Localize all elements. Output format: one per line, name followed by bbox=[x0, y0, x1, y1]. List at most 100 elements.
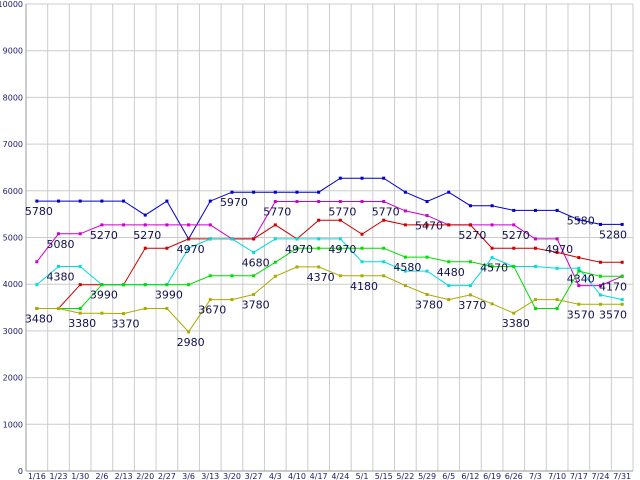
data-point bbox=[468, 284, 472, 288]
data-point bbox=[490, 223, 494, 227]
data-point bbox=[208, 298, 212, 302]
data-point bbox=[403, 209, 407, 213]
data-point bbox=[208, 237, 212, 241]
y-tick-label: 0 bbox=[18, 467, 23, 476]
x-tick-label: 5/1 bbox=[356, 472, 369, 480]
data-point bbox=[57, 232, 61, 236]
data-point bbox=[403, 255, 407, 259]
data-point bbox=[620, 222, 624, 226]
x-tick-label: 4/24 bbox=[331, 472, 349, 480]
data-point bbox=[78, 311, 82, 315]
data-point bbox=[187, 330, 191, 334]
x-tick-label: 6/19 bbox=[483, 472, 501, 480]
data-point bbox=[78, 306, 82, 310]
data-point bbox=[598, 222, 602, 226]
data-point bbox=[598, 302, 602, 306]
data-point bbox=[143, 306, 147, 310]
data-point bbox=[360, 200, 364, 204]
data-point bbox=[382, 176, 386, 180]
data-point bbox=[78, 264, 82, 268]
data-label: 5270 bbox=[502, 229, 530, 242]
data-point bbox=[273, 274, 277, 278]
data-point bbox=[403, 190, 407, 194]
data-point bbox=[447, 223, 451, 227]
y-tick-label: 8000 bbox=[3, 93, 23, 102]
data-point bbox=[165, 223, 169, 227]
data-point bbox=[100, 199, 104, 203]
data-point bbox=[122, 223, 126, 227]
data-point bbox=[317, 246, 321, 250]
data-point bbox=[165, 199, 169, 203]
data-point bbox=[425, 269, 429, 273]
data-point bbox=[143, 213, 147, 217]
x-tick-label: 1/16 bbox=[28, 472, 46, 480]
data-point bbox=[208, 223, 212, 227]
data-point bbox=[35, 306, 39, 310]
series-line bbox=[36, 247, 623, 309]
data-point bbox=[187, 283, 191, 287]
data-label: 5270 bbox=[458, 229, 486, 242]
data-label: 5970 bbox=[220, 196, 248, 209]
data-point bbox=[187, 223, 191, 227]
data-label: 5270 bbox=[90, 229, 118, 242]
data-point bbox=[512, 208, 516, 212]
x-tick-label: 3/27 bbox=[245, 472, 263, 480]
data-point bbox=[187, 246, 191, 250]
data-point bbox=[533, 264, 537, 268]
data-label: 5470 bbox=[415, 220, 443, 233]
x-tick-label: 7/3 bbox=[529, 472, 542, 480]
data-point bbox=[620, 298, 624, 302]
x-tick-label: 2/6 bbox=[95, 472, 108, 480]
data-point bbox=[360, 260, 364, 264]
x-tick-label: 7/10 bbox=[548, 472, 566, 480]
data-point bbox=[122, 283, 126, 287]
data-label: 3990 bbox=[155, 289, 183, 302]
data-point bbox=[57, 306, 61, 310]
data-point bbox=[187, 237, 191, 241]
data-point bbox=[338, 218, 342, 222]
data-point bbox=[252, 250, 256, 254]
data-label: 5770 bbox=[328, 206, 356, 219]
y-tick-label: 7000 bbox=[3, 140, 23, 149]
data-point bbox=[490, 264, 494, 268]
data-point bbox=[425, 200, 429, 204]
data-point bbox=[338, 200, 342, 204]
series-line bbox=[36, 177, 623, 240]
data-point bbox=[447, 260, 451, 264]
data-point bbox=[273, 260, 277, 264]
x-tick-label: 1/30 bbox=[71, 472, 89, 480]
x-tick-label: 2/27 bbox=[158, 472, 176, 480]
x-tick-label: 6/26 bbox=[505, 472, 523, 480]
data-label: 5580 bbox=[567, 214, 595, 227]
x-tick-label: 5/22 bbox=[396, 472, 414, 480]
data-point bbox=[533, 246, 537, 250]
data-point bbox=[555, 250, 559, 254]
data-label: 3380 bbox=[502, 317, 530, 330]
data-point bbox=[252, 292, 256, 296]
x-tick-label: 4/10 bbox=[288, 472, 306, 480]
data-point bbox=[208, 199, 212, 203]
x-tick-label: 4/3 bbox=[269, 472, 282, 480]
data-point bbox=[555, 237, 559, 241]
data-point bbox=[78, 232, 82, 236]
x-tick-label: 3/13 bbox=[201, 472, 219, 480]
data-point bbox=[295, 200, 299, 204]
data-point bbox=[382, 246, 386, 250]
data-point bbox=[577, 266, 581, 270]
y-tick-label: 6000 bbox=[3, 187, 23, 196]
data-point bbox=[577, 284, 581, 288]
data-point bbox=[620, 260, 624, 264]
x-tick-label: 3/6 bbox=[182, 472, 195, 480]
data-label: 3370 bbox=[112, 318, 140, 331]
data-point bbox=[425, 292, 429, 296]
data-label: 4970 bbox=[177, 243, 205, 256]
data-point bbox=[490, 256, 494, 260]
data-point bbox=[100, 311, 104, 315]
data-point bbox=[577, 302, 581, 306]
data-point bbox=[360, 176, 364, 180]
data-label: 5780 bbox=[25, 205, 53, 218]
data-point bbox=[447, 190, 451, 194]
series-5 bbox=[35, 265, 624, 334]
data-point bbox=[490, 246, 494, 250]
